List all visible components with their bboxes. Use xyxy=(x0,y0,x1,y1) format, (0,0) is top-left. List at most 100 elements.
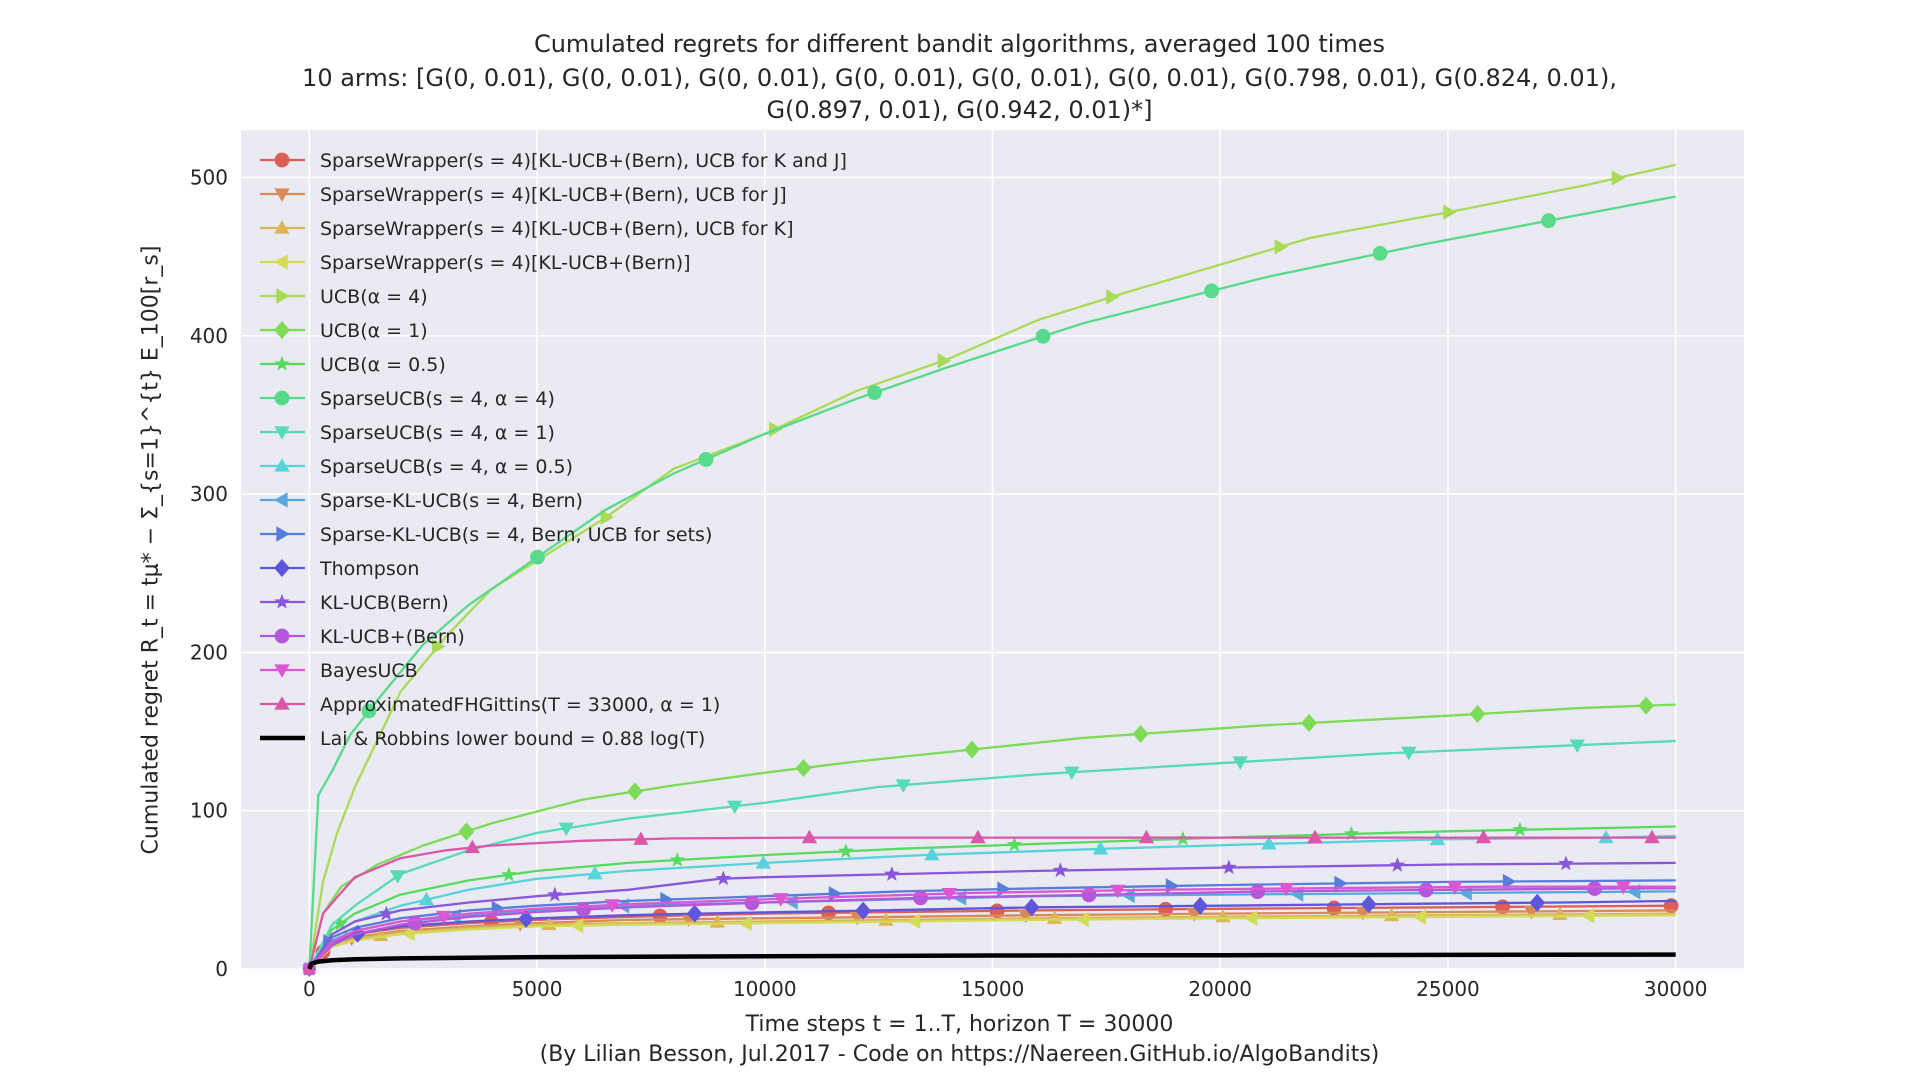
data-point xyxy=(587,865,603,880)
data-point xyxy=(458,822,475,841)
data-point xyxy=(924,846,940,861)
data-point xyxy=(1469,704,1486,724)
data-point xyxy=(604,899,620,913)
data-point xyxy=(1558,855,1574,871)
data-point xyxy=(1615,881,1631,895)
series-18 xyxy=(307,952,1676,970)
data-point xyxy=(715,870,732,886)
data-point xyxy=(1274,239,1289,255)
chart-title: Cumulated regrets for different bandit a… xyxy=(533,30,1386,58)
data-point xyxy=(1261,836,1277,850)
data-point xyxy=(407,915,423,931)
data-point xyxy=(1529,893,1546,912)
data-point xyxy=(669,851,686,867)
series-5 xyxy=(304,163,1676,976)
series-line xyxy=(308,887,1676,970)
data-point xyxy=(906,913,921,930)
data-point xyxy=(435,910,452,925)
y-tick-label: 0 xyxy=(215,957,228,981)
data-point xyxy=(361,703,377,719)
y-tick-label: 100 xyxy=(190,799,228,823)
data-point xyxy=(1035,328,1051,344)
data-point xyxy=(274,628,290,644)
legend-item: KL-UCB+(Bern) xyxy=(260,626,465,648)
x-tick-label: 25000 xyxy=(1416,977,1480,1001)
data-point xyxy=(937,353,952,369)
data-point xyxy=(652,908,668,924)
data-point xyxy=(867,385,882,401)
data-point xyxy=(744,895,760,911)
legend-item: ApproximatedFHGittins(T = 33000, α = 1) xyxy=(260,694,720,716)
chart-credit: (By Lilian Besson, Jul.2017 - Code on ht… xyxy=(539,1042,1380,1067)
legend-label: SparseWrapper(s = 4)[KL-UCB+(Bern), UCB … xyxy=(320,184,787,206)
data-point xyxy=(686,904,703,923)
data-point xyxy=(1418,882,1434,898)
data-point xyxy=(1221,859,1237,875)
data-point xyxy=(274,152,290,168)
data-point xyxy=(1447,881,1463,895)
data-point xyxy=(274,220,290,234)
data-point xyxy=(1301,713,1317,732)
data-point xyxy=(274,320,290,340)
data-point xyxy=(274,696,290,710)
legend-label: Sparse-KL-UCB(s = 4, Bern) xyxy=(320,490,583,512)
legend-item: SparseUCB(s = 4, α = 4) xyxy=(260,388,555,410)
data-point xyxy=(1192,896,1209,915)
data-point xyxy=(274,593,290,609)
data-point xyxy=(913,890,928,906)
legend-item: SparseUCB(s = 4, α = 1) xyxy=(260,422,555,444)
data-point xyxy=(401,925,415,942)
series-17 xyxy=(302,829,1676,974)
data-point xyxy=(895,779,911,793)
data-point xyxy=(418,891,435,906)
legend-label: SparseWrapper(s = 4)[KL-UCB+(Bern), UCB … xyxy=(320,218,794,240)
legend-item: Sparse-KL-UCB(s = 4, Bern) xyxy=(260,490,583,512)
data-point xyxy=(627,782,643,801)
data-point xyxy=(1502,873,1517,890)
gridlines xyxy=(241,130,1744,970)
data-point xyxy=(970,829,986,844)
series-8 xyxy=(302,195,1676,976)
data-point xyxy=(964,740,980,759)
data-point xyxy=(1523,905,1539,920)
legend-label: Sparse-KL-UCB(s = 4, Bern, UCB for sets) xyxy=(320,524,712,546)
data-point xyxy=(389,870,406,884)
data-point xyxy=(1232,756,1248,770)
data-point xyxy=(1243,910,1258,926)
data-point xyxy=(576,902,591,917)
y-axis-label: Cumulated regret R_t = tμ* − Σ_{s=1}^{t}… xyxy=(138,245,164,855)
legend-item: SparseWrapper(s = 4)[KL-UCB+(Bern), UCB … xyxy=(260,184,787,206)
data-point xyxy=(738,915,752,931)
data-point xyxy=(600,509,615,525)
series-16 xyxy=(302,881,1676,976)
legend-label: KL-UCB+(Bern) xyxy=(320,626,465,648)
data-point xyxy=(276,526,290,542)
legend-label: SparseUCB(s = 4, α = 1) xyxy=(320,422,555,444)
y-tick-label: 500 xyxy=(190,165,228,189)
legend-item: Thompson xyxy=(260,558,419,580)
x-tick-label: 10000 xyxy=(733,977,797,1001)
data-point xyxy=(274,254,288,270)
data-point xyxy=(569,917,584,934)
data-point xyxy=(1638,696,1654,715)
y-tick-label: 200 xyxy=(190,640,228,664)
data-point xyxy=(274,558,290,578)
data-point xyxy=(518,909,534,928)
data-point xyxy=(1611,170,1626,186)
data-point xyxy=(795,758,812,778)
data-point xyxy=(1401,746,1417,761)
chart-subtitle-line-1: 10 arms: [G(0, 0.01), G(0, 0.01), G(0, 0… xyxy=(302,64,1617,92)
data-point xyxy=(1023,898,1040,917)
data-point xyxy=(1121,887,1135,904)
data-point xyxy=(615,898,630,914)
series-line xyxy=(308,836,1676,970)
legend: SparseWrapper(s = 4)[KL-UCB+(Bern), UCB … xyxy=(260,150,847,750)
legend-label: SparseUCB(s = 4, α = 4) xyxy=(320,388,555,410)
legend-item: SparseWrapper(s = 4)[KL-UCB+(Bern)] xyxy=(260,252,691,274)
legend-item: SparseUCB(s = 4, α = 0.5) xyxy=(260,456,573,478)
data-point xyxy=(1580,908,1595,924)
data-point xyxy=(1132,724,1149,743)
legend-label: SparseUCB(s = 4, α = 0.5) xyxy=(320,456,573,478)
data-point xyxy=(1092,841,1109,855)
